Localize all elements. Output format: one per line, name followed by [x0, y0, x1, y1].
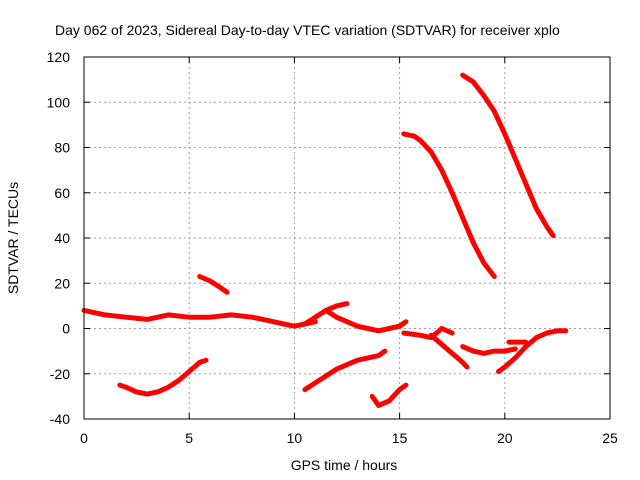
series-arc-4: [401, 326, 455, 341]
y-tick-label: 60: [54, 185, 70, 201]
x-tick-label: 5: [185, 430, 193, 446]
x-tick-label: 10: [287, 430, 303, 446]
series-arc-10: [460, 344, 518, 356]
series-arc-6: [117, 357, 209, 397]
series-arc-7: [197, 274, 230, 295]
y-tick-label: -40: [50, 411, 70, 427]
y-tick-label: -20: [50, 366, 70, 382]
data-series: [81, 72, 569, 408]
y-tick-label: 100: [47, 94, 71, 110]
y-tick-label: 40: [54, 230, 70, 246]
y-tick-label: 80: [54, 140, 70, 156]
series-arc-8: [302, 348, 388, 393]
grid-lines: [84, 57, 610, 419]
series-arc-11: [496, 328, 569, 374]
series-arc-9: [369, 382, 409, 408]
y-tick-label: 120: [47, 49, 71, 65]
x-tick-label: 25: [602, 430, 618, 446]
series-arc-13: [401, 131, 497, 279]
chart-title: Day 062 of 2023, Sidereal Day-to-day VTE…: [55, 22, 560, 38]
series-arc-3: [323, 307, 409, 334]
series-arc-5: [428, 332, 470, 370]
x-tick-label: 0: [80, 430, 88, 446]
axis-ticks: [83, 56, 611, 420]
y-tick-labels: -40 -20 0 20 40 60 80 100 120: [47, 49, 71, 427]
y-axis-label: SDTVAR / TECUs: [5, 182, 21, 294]
x-tick-labels: 0 5 10 15 20 25: [80, 430, 618, 446]
series-arc-1: [81, 307, 318, 329]
series-arc-14: [460, 72, 556, 239]
x-axis-label: GPS time / hours: [291, 457, 398, 473]
x-tick-label: 20: [497, 430, 513, 446]
x-tick-label: 15: [392, 430, 408, 446]
y-tick-label: 20: [54, 275, 70, 291]
y-tick-label: 0: [62, 321, 70, 337]
